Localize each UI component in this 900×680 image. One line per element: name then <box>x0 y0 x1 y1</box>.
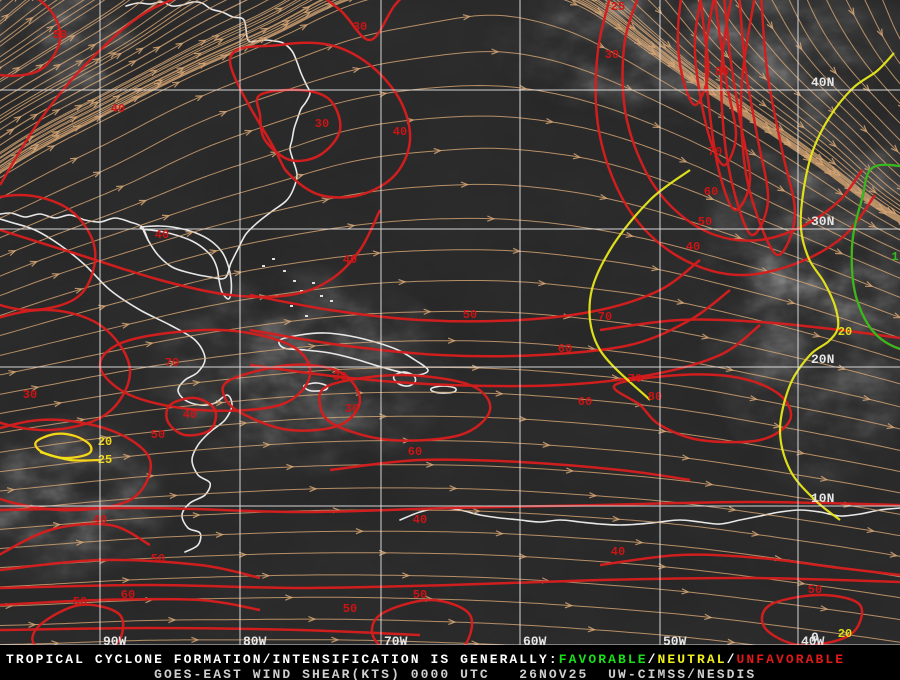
svg-text:60: 60 <box>578 395 592 409</box>
svg-text:30: 30 <box>315 117 329 131</box>
svg-text:30: 30 <box>23 388 37 402</box>
svg-text:40: 40 <box>343 253 357 267</box>
svg-text:70: 70 <box>628 372 642 386</box>
svg-text:70: 70 <box>598 310 612 324</box>
svg-text:40: 40 <box>611 545 625 559</box>
svg-text:50: 50 <box>463 308 477 322</box>
svg-text:50: 50 <box>343 602 357 616</box>
svg-text:70: 70 <box>165 356 179 370</box>
svg-text:10N: 10N <box>811 491 834 506</box>
svg-text:30: 30 <box>345 402 359 416</box>
svg-text:0: 0 <box>811 630 819 645</box>
svg-text:60: 60 <box>408 445 422 459</box>
svg-text:40: 40 <box>155 228 169 242</box>
svg-text:30: 30 <box>353 20 367 34</box>
svg-text:50: 50 <box>151 552 165 566</box>
svg-text:50: 50 <box>413 588 427 602</box>
svg-text:30: 30 <box>333 370 347 384</box>
svg-text:40: 40 <box>686 240 700 254</box>
svg-text:40: 40 <box>111 102 125 116</box>
svg-text:20N: 20N <box>811 352 834 367</box>
svg-text:30N: 30N <box>811 214 834 229</box>
svg-text:40N: 40N <box>811 75 834 90</box>
svg-text:30: 30 <box>605 48 619 62</box>
svg-text:50: 50 <box>53 28 67 42</box>
svg-text:40: 40 <box>413 513 427 527</box>
svg-text:25: 25 <box>611 0 625 14</box>
svg-text:1: 1 <box>891 250 898 264</box>
svg-text:60: 60 <box>121 588 135 602</box>
svg-text:40: 40 <box>393 125 407 139</box>
svg-text:50: 50 <box>698 215 712 229</box>
svg-text:60: 60 <box>704 185 718 199</box>
svg-text:80: 80 <box>715 65 729 79</box>
svg-text:20: 20 <box>838 627 852 641</box>
svg-text:20: 20 <box>838 325 852 339</box>
svg-text:50: 50 <box>151 428 165 442</box>
svg-text:70: 70 <box>708 145 722 159</box>
svg-text:50: 50 <box>73 595 87 609</box>
svg-text:50: 50 <box>808 583 822 597</box>
svg-text:60: 60 <box>558 342 572 356</box>
svg-text:40: 40 <box>183 408 197 422</box>
